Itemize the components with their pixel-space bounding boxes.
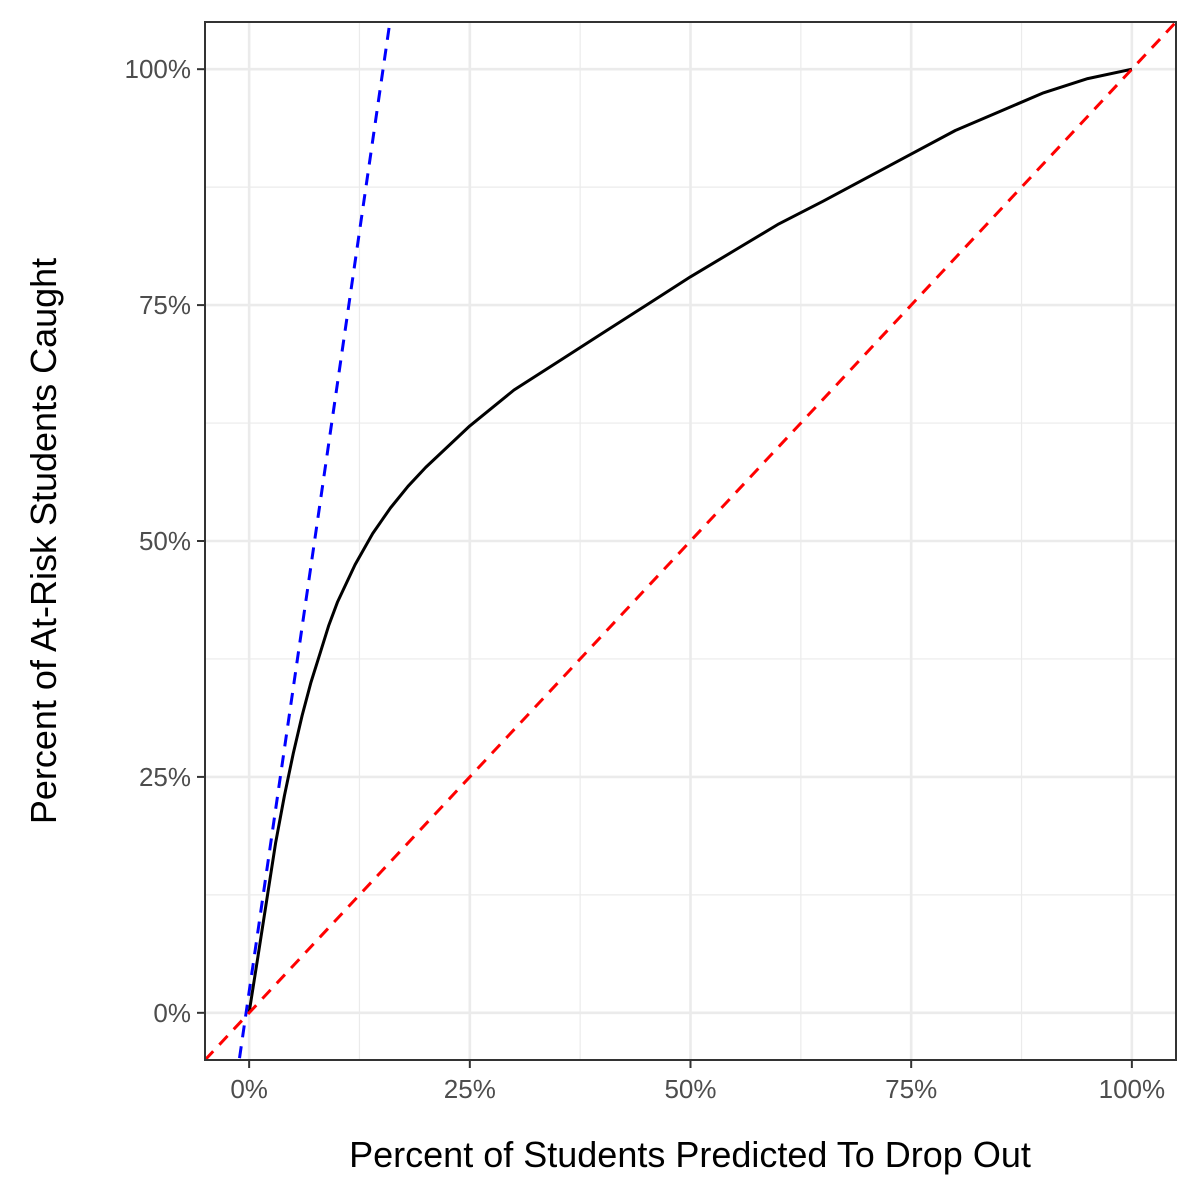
x-tick-label-2: 50%: [664, 1074, 716, 1104]
x-tick-label-4: 100%: [1099, 1074, 1166, 1104]
series-line-0: [247, 67, 1133, 1014]
x-tick-label-0: 0%: [230, 1074, 268, 1104]
y-axis-title: Percent of At-Risk Students Caught: [23, 258, 64, 824]
x-axis-title: Percent of Students Predicted To Drop Ou…: [349, 1134, 1031, 1175]
x-tick-label-3: 75%: [885, 1074, 937, 1104]
y-tick-label-1: 25%: [139, 762, 191, 792]
y-axis: 0% 25% 50% 75% 100%: [125, 54, 205, 1028]
y-tick-label-0: 0%: [153, 998, 191, 1028]
y-tick-label-4: 100%: [125, 54, 192, 84]
series-layer: [205, 22, 1176, 1060]
series-line-2: [205, 22, 1176, 1060]
series-line-1: [237, 22, 392, 1060]
y-tick-label-2: 50%: [139, 526, 191, 556]
y-tick-label-3: 75%: [139, 290, 191, 320]
x-axis: 0% 25% 50% 75% 100%: [230, 1060, 1165, 1104]
x-tick-label-1: 25%: [444, 1074, 496, 1104]
